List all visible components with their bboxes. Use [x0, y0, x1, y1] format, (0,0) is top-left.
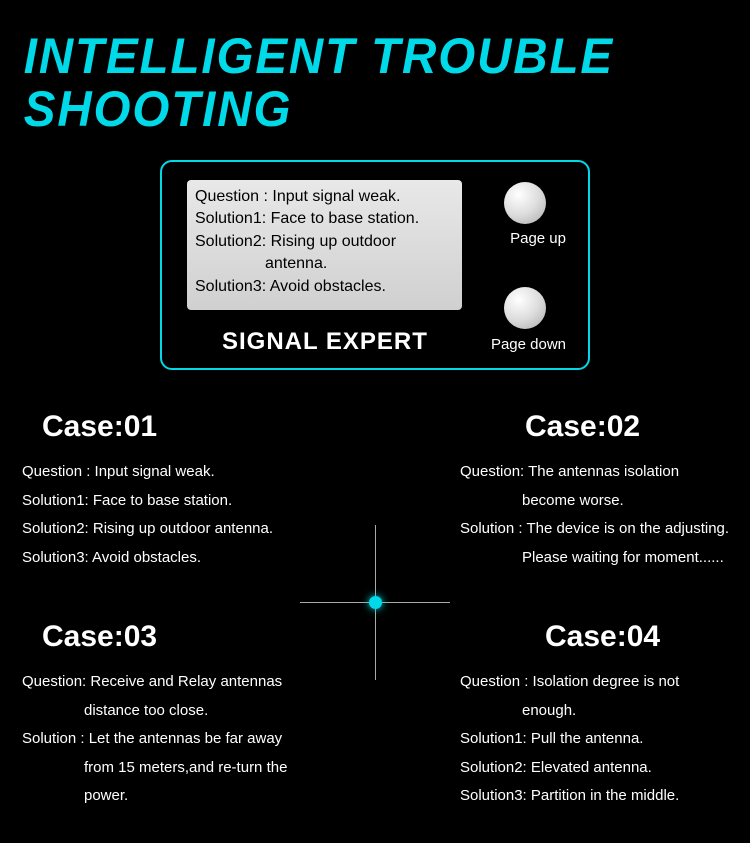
case-line: become worse. — [460, 487, 750, 516]
cases-grid: Case:01 Question : Input signal weak. So… — [0, 410, 750, 820]
case-line: enough. — [460, 697, 750, 726]
screen-line: Question : Input signal weak. — [195, 186, 454, 208]
page-up-button[interactable] — [504, 182, 546, 224]
title-line-2: SHOOTING — [24, 83, 713, 136]
case-line: power. — [22, 782, 362, 811]
case-04: Case:04 Question : Isolation degree is n… — [460, 620, 750, 811]
case-title: Case:01 — [22, 410, 362, 444]
case-line: Please waiting for moment...... — [460, 544, 750, 573]
case-title: Case:02 — [460, 410, 750, 444]
device-label: SIGNAL EXPERT — [222, 328, 428, 356]
case-line: Solution3: Partition in the middle. — [460, 782, 750, 811]
case-line: Solution3: Avoid obstacles. — [22, 544, 362, 573]
page-down-label: Page down — [491, 336, 566, 353]
case-line: Question: Receive and Relay antennas — [22, 668, 362, 697]
case-line: Question : Isolation degree is not — [460, 668, 750, 697]
title-line-1: INTELLIGENT TROUBLE — [24, 30, 713, 83]
page-title: INTELLIGENT TROUBLE SHOOTING — [0, 0, 713, 135]
page-up-label: Page up — [510, 230, 566, 247]
screen-line: Solution1: Face to base station. — [195, 208, 454, 230]
case-title: Case:04 — [460, 620, 750, 654]
screen-line: antenna. — [195, 253, 454, 275]
case-line: Solution : Let the antennas be far away — [22, 725, 362, 754]
device-screen: Question : Input signal weak. Solution1:… — [187, 180, 462, 310]
case-line: from 15 meters,and re-turn the — [22, 754, 362, 783]
case-line: Solution1: Pull the antenna. — [460, 725, 750, 754]
divider-dot-icon — [369, 596, 382, 609]
device-panel: Question : Input signal weak. Solution1:… — [160, 160, 590, 370]
case-02: Case:02 Question: The antennas isolation… — [460, 410, 750, 572]
page-down-button[interactable] — [504, 287, 546, 329]
case-title: Case:03 — [22, 620, 362, 654]
case-line: Solution : The device is on the adjustin… — [460, 515, 750, 544]
case-body: Question : Isolation degree is not enoug… — [460, 668, 750, 811]
case-01: Case:01 Question : Input signal weak. So… — [22, 410, 362, 572]
case-line: Solution1: Face to base station. — [22, 487, 362, 516]
case-line: Solution2: Elevated antenna. — [460, 754, 750, 783]
case-line: Solution2: Rising up outdoor antenna. — [22, 515, 362, 544]
case-line: distance too close. — [22, 697, 362, 726]
screen-line: Solution3: Avoid obstacles. — [195, 276, 454, 298]
case-line: Question: The antennas isolation — [460, 458, 750, 487]
case-body: Question: Receive and Relay antennas dis… — [22, 668, 362, 811]
case-body: Question: The antennas isolation become … — [460, 458, 750, 572]
case-line: Question : Input signal weak. — [22, 458, 362, 487]
case-body: Question : Input signal weak. Solution1:… — [22, 458, 362, 572]
case-03: Case:03 Question: Receive and Relay ante… — [22, 620, 362, 811]
screen-line: Solution2: Rising up outdoor — [195, 231, 454, 253]
